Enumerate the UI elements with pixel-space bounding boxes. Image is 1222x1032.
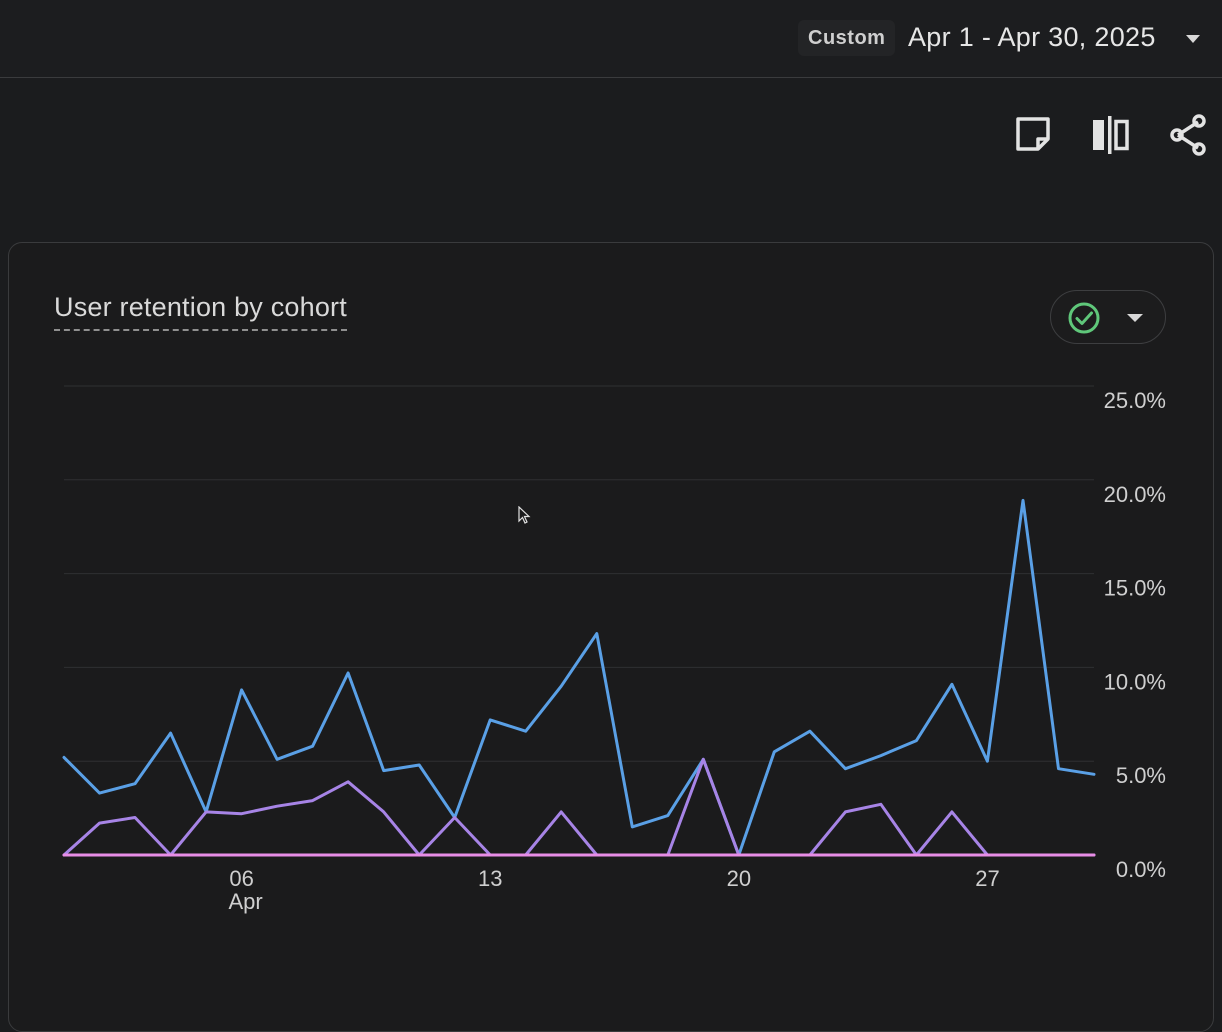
status-dropdown[interactable] [1050, 290, 1166, 344]
check-circle-icon [1068, 302, 1100, 334]
card-title[interactable]: User retention by cohort [54, 292, 347, 331]
date-range-selector[interactable]: Apr 1 - Apr 30, 2025 [908, 22, 1156, 52]
date-range-dropdown-icon[interactable] [1186, 35, 1200, 43]
x-tick-label: 27 [975, 866, 999, 891]
y-tick-label: 15.0% [1104, 576, 1166, 601]
mouse-pointer-icon [518, 506, 531, 524]
x-tick-label: 20 [727, 866, 751, 891]
y-tick-label: 0.0% [1116, 857, 1166, 882]
top-bar: Custom Apr 1 - Apr 30, 2025 [0, 0, 1222, 78]
x-tick-sublabel: Apr [228, 889, 262, 914]
compare-columns-icon[interactable] [1089, 113, 1133, 157]
x-tick-label: 06 [229, 866, 253, 891]
share-icon[interactable] [1167, 113, 1211, 157]
y-tick-label: 20.0% [1104, 482, 1166, 507]
retention-card [8, 242, 1214, 1032]
x-tick-label: 13 [478, 866, 502, 891]
series-line-1 [62, 498, 1096, 857]
chevron-down-icon [1127, 314, 1143, 322]
note-icon[interactable] [1012, 113, 1056, 157]
y-tick-label: 5.0% [1116, 763, 1166, 788]
y-tick-label: 25.0% [1104, 388, 1166, 413]
range-type-chip[interactable]: Custom [798, 20, 896, 56]
series-line-2 [62, 757, 1096, 857]
y-tick-label: 10.0% [1104, 669, 1166, 694]
